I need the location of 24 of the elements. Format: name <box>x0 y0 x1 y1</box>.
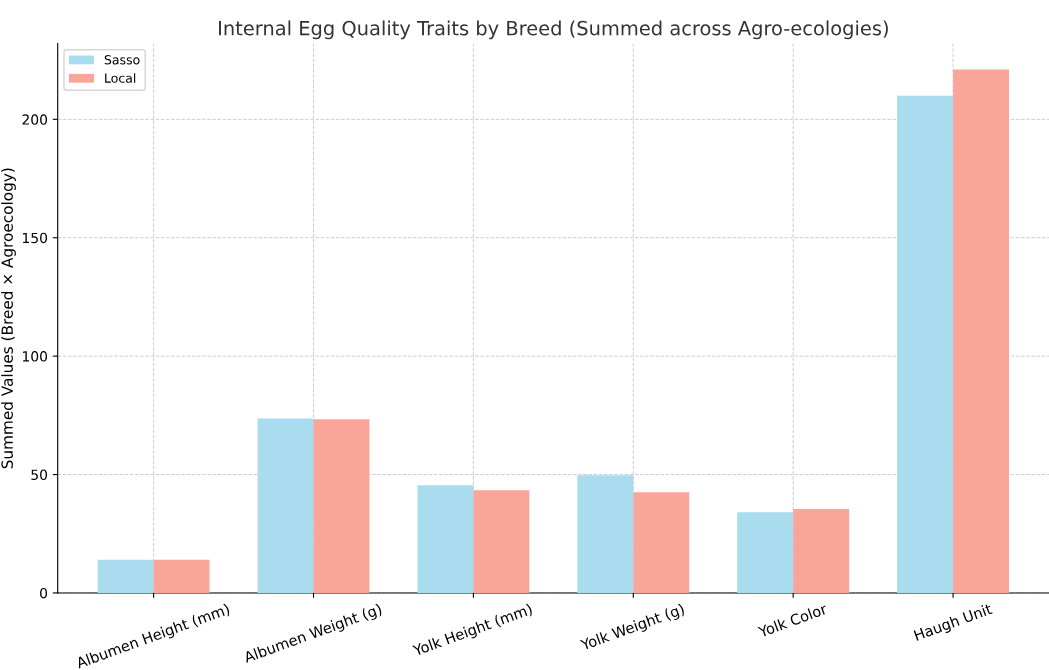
bar <box>313 419 370 593</box>
bar <box>473 490 530 593</box>
x-tick-label: Haugh Unit <box>913 602 994 644</box>
bar <box>793 509 850 593</box>
bar <box>633 492 690 593</box>
bar <box>737 512 794 593</box>
bar <box>257 418 314 593</box>
bar <box>897 95 954 593</box>
y-tick-label: 100 <box>22 351 48 362</box>
legend-label: Sasso <box>104 55 140 65</box>
x-tick-label: Yolk Height (mm) <box>411 603 534 659</box>
bar <box>577 475 634 593</box>
bar <box>417 485 474 593</box>
bar <box>97 559 154 593</box>
y-tick-label: 150 <box>22 232 48 244</box>
bar <box>953 69 1010 593</box>
legend-label: Local <box>105 73 136 83</box>
y-tick-label: 0 <box>40 587 48 599</box>
y-axis-title: Summed Values (Breed × Agroecology) <box>1 168 16 469</box>
y-tick-label: 50 <box>31 469 48 481</box>
chart-title: Internal Egg Quality Traits by Breed (Summed across Agro-ecologies) <box>219 20 888 40</box>
x-tick-label: Yolk Color <box>757 602 829 638</box>
y-tick-label: 200 <box>22 114 48 125</box>
bar <box>153 559 210 593</box>
